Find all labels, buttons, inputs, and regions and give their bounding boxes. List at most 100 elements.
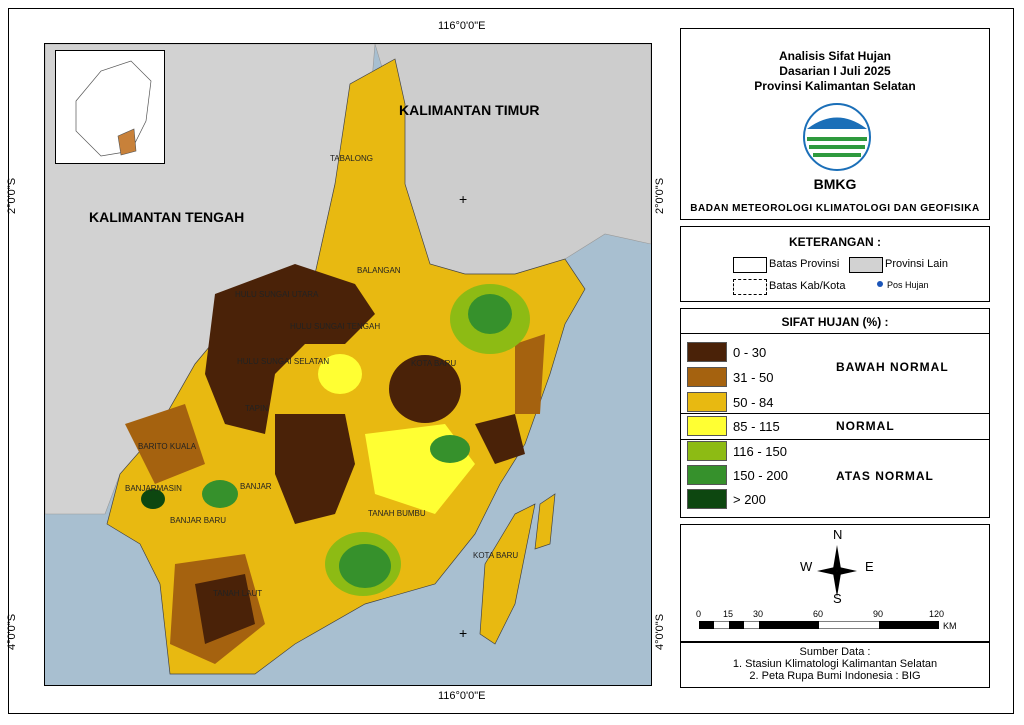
- left-lat4-label: 4°0'0"S: [6, 613, 19, 651]
- pulau-sebuku: [534, 493, 556, 550]
- source-line2: 2. Peta Rupa Bumi Indonesia : BIG: [749, 670, 921, 682]
- legend-range-0: 0 - 30: [733, 344, 767, 360]
- title-panel: Analisis Sifat Hujan Dasarian I Juli 202…: [680, 28, 990, 220]
- keterangan-panel: KETERANGAN : Batas Provinsi Provinsi Lai…: [680, 226, 990, 302]
- scale-tick-5: 120: [929, 609, 945, 619]
- legend-range-5: 150 - 200: [733, 467, 788, 483]
- legend-row-3: 85 - 115: [687, 415, 780, 437]
- top-lon-label: 116°0'0"E: [438, 20, 486, 32]
- compass-e: E: [865, 559, 874, 574]
- bottom-lon-label: 116°0'0"E: [438, 690, 486, 702]
- bmkg-logo-icon: [803, 103, 871, 171]
- zone-0-30-tanahlaut: [195, 574, 255, 644]
- label-tabalong: TABALONG: [330, 154, 373, 163]
- scale-tick-1: 15: [723, 609, 734, 619]
- zone-85-115-b: [318, 354, 362, 394]
- legend-range-2: 50 - 84: [733, 394, 774, 410]
- scale-bar: [699, 621, 939, 629]
- cat-normal: NORMAL: [836, 419, 895, 433]
- zone-0-30-east: [475, 414, 525, 464]
- label-kaltim: KALIMANTAN TIMUR: [399, 102, 540, 118]
- batas-kab-swatch: [733, 279, 767, 295]
- legend-swatch-5: [687, 465, 727, 485]
- legend-panel: SIFAT HUJAN (%) : 0 - 30 31 - 50 50 - 84…: [680, 308, 990, 518]
- legend-range-3: 85 - 115: [733, 418, 780, 434]
- zone-31-50-west: [125, 404, 205, 484]
- legend-row-1: 31 - 50: [687, 366, 773, 388]
- compass-s: S: [833, 591, 842, 606]
- pulau-laut: [479, 503, 536, 645]
- scale-tick-3: 60: [813, 609, 824, 619]
- scale-tick-0: 0: [696, 609, 702, 619]
- label-kotabaru-s: KOTA BARU: [473, 551, 519, 560]
- legend-row-4: 116 - 150: [687, 440, 787, 462]
- keterangan-title: KETERANGAN :: [789, 235, 881, 249]
- left-lat2-label: 2°0'0"S: [6, 177, 19, 215]
- zone-150-200-c: [430, 435, 470, 463]
- zone-gt200: [141, 489, 165, 509]
- label-banjarmasin: BANJARMASIN: [125, 484, 182, 493]
- zone-150-200-b: [339, 544, 391, 588]
- svg-text:+: +: [459, 625, 467, 641]
- label-balangan: BALANGAN: [357, 266, 401, 275]
- rainfall-map: + + KALIMANTAN TIMUR KALIMANTAN TENGAH T…: [44, 43, 652, 686]
- legend-row-6: > 200: [687, 488, 766, 510]
- label-hst: HULU SUNGAI TENGAH: [290, 322, 381, 331]
- legend-swatch-2: [687, 392, 727, 412]
- cat-bawah-normal: BAWAH NORMAL: [836, 360, 949, 374]
- legend-row-2: 50 - 84: [687, 391, 773, 413]
- legend-range-6: > 200: [733, 491, 766, 507]
- label-kalteng: KALIMANTAN TENGAH: [89, 209, 245, 225]
- label-banjarbaru: BANJAR BARU: [170, 516, 227, 525]
- label-tapin: TAPIN: [245, 404, 268, 413]
- bmkg-logo-text: BMKG: [813, 176, 857, 192]
- pos-hujan-label: Pos Hujan: [887, 280, 929, 290]
- compass-n: N: [833, 527, 843, 542]
- scale-unit: KM: [943, 621, 957, 631]
- compass-rose-icon: [817, 545, 857, 597]
- pos-hujan-icon: [877, 281, 883, 287]
- map-frame: [8, 8, 1014, 714]
- label-tanahlaut: TANAH LAUT: [213, 589, 263, 598]
- legend-swatch-6: [687, 489, 727, 509]
- map-graphic: + +: [45, 44, 651, 675]
- title-line3: Provinsi Kalimantan Selatan: [754, 79, 916, 93]
- legend-row-5: 150 - 200: [687, 464, 788, 486]
- zone-0-30-central: [275, 414, 355, 524]
- batas-provinsi-swatch: [733, 257, 767, 273]
- org-name: BADAN METEOROLOGI KLIMATOLOGI DAN GEOFIS…: [690, 203, 980, 214]
- label-kotabaru-n: KOTA BARU: [411, 359, 457, 368]
- legend-swatch-1: [687, 367, 727, 387]
- scale-tick-4: 90: [873, 609, 884, 619]
- title-line2: Dasarian I Juli 2025: [779, 64, 891, 78]
- legend-title: SIFAT HUJAN (%) :: [781, 315, 889, 329]
- legend-range-1: 31 - 50: [733, 369, 774, 385]
- zone-0-30-kotabaru: [389, 355, 461, 423]
- inset-graphic: [75, 60, 152, 157]
- source-title: Sumber Data :: [799, 646, 871, 658]
- zone-150-200-a: [468, 294, 512, 334]
- svg-text:+: +: [459, 191, 467, 207]
- compass-scale-panel: N S W E 0 15 30 60 90 120 KM: [680, 524, 990, 642]
- inset-map: [55, 50, 165, 164]
- batas-kab-label: Batas Kab/Kota: [769, 280, 846, 292]
- zone-0-30-north: [205, 264, 375, 434]
- source-line1: 1. Stasiun Klimatologi Kalimantan Selata…: [732, 658, 938, 670]
- legend-swatch-3: [687, 416, 727, 436]
- scale-tick-2: 30: [753, 609, 764, 619]
- zone-31-50-coast: [515, 334, 545, 414]
- batas-provinsi-label: Batas Provinsi: [769, 258, 840, 270]
- title-line1: Analisis Sifat Hujan: [778, 49, 892, 63]
- provinsi-lain-swatch: [849, 257, 883, 273]
- legend-swatch-4: [687, 441, 727, 461]
- label-hsu: HULU SUNGAI UTARA: [235, 290, 319, 299]
- legend-row-0: 0 - 30: [687, 341, 766, 363]
- zone-150-200-d: [202, 480, 238, 508]
- label-banjar: BANJAR: [240, 482, 272, 491]
- right-lat4-label: 4°0'0"S: [654, 613, 667, 651]
- right-lat2-label: 2°0'0"S: [654, 177, 667, 215]
- cat-atas-normal: ATAS NORMAL: [836, 469, 934, 483]
- legend-range-4: 116 - 150: [733, 443, 787, 459]
- source-panel: Sumber Data : 1. Stasiun Klimatologi Kal…: [680, 642, 990, 688]
- legend-swatch-0: [687, 342, 727, 362]
